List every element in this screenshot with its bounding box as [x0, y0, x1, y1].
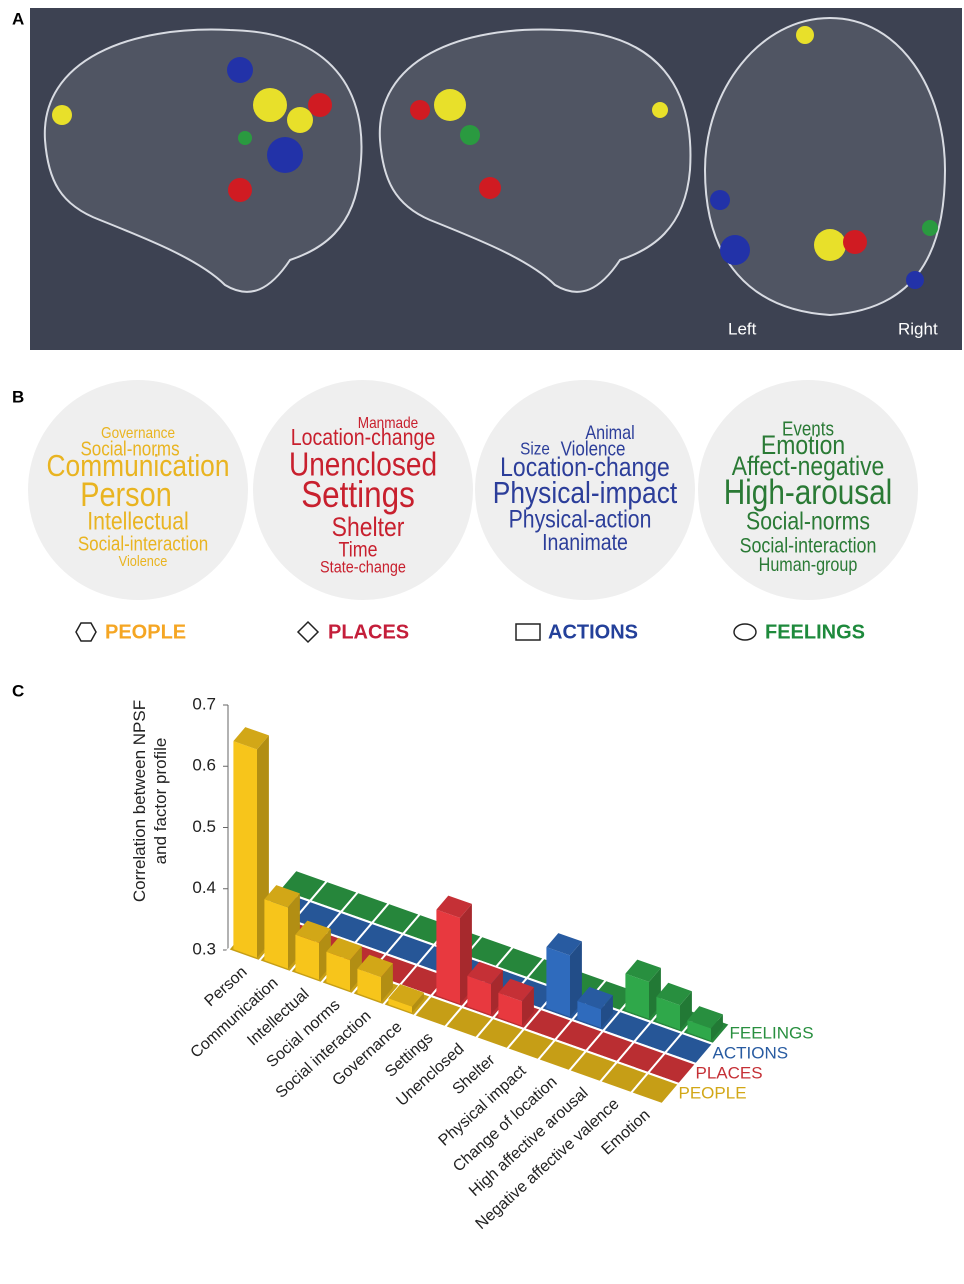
blob	[410, 100, 430, 120]
cloud-word: Violence	[119, 552, 168, 569]
blob	[479, 177, 501, 199]
diamond-icon	[298, 622, 318, 642]
cloud-word: Human-group	[759, 554, 858, 576]
blob	[227, 57, 253, 83]
cloud-word: Inanimate	[542, 530, 628, 556]
bar-front	[546, 947, 570, 1017]
blob	[720, 235, 750, 265]
blob	[434, 89, 466, 121]
brain-right-label: Right	[898, 319, 938, 338]
series-label: PLACES	[696, 1063, 763, 1082]
blob	[228, 178, 252, 202]
factor-label: ACTIONS	[548, 621, 638, 643]
cloud-word: Social-norms	[746, 507, 870, 535]
blob	[906, 271, 924, 289]
bar-front	[264, 899, 288, 969]
blob	[814, 229, 846, 261]
blob	[253, 88, 287, 122]
figure: Left Right A B C GovernanceSocial-normsC…	[0, 0, 964, 1284]
blob	[796, 26, 814, 44]
series-label: ACTIONS	[713, 1043, 789, 1062]
rectangle-icon	[516, 624, 540, 640]
blob	[287, 107, 313, 133]
y-tick-label: 0.4	[192, 878, 216, 897]
blob	[652, 102, 668, 118]
y-axis-title: Correlation between NPSF and factor prof…	[129, 696, 171, 906]
panel-label: B	[12, 387, 24, 406]
y-tick-label: 0.6	[192, 756, 216, 775]
factor-label: FEELINGS	[765, 621, 865, 643]
bar-front	[436, 910, 460, 1004]
factor-label: PEOPLE	[105, 621, 186, 643]
cloud-word: Intellectual	[87, 507, 189, 535]
blob	[238, 131, 252, 145]
series-label: FEELINGS	[730, 1023, 814, 1042]
blob	[52, 105, 72, 125]
blob	[460, 125, 480, 145]
y-tick-label: 0.7	[192, 694, 216, 713]
hexagon-icon	[76, 623, 96, 641]
figure-canvas: Left Right A B C GovernanceSocial-normsC…	[0, 0, 964, 1284]
panel-label: C	[12, 681, 24, 700]
factor-label: PLACES	[328, 621, 409, 643]
blob	[843, 230, 867, 254]
blob	[308, 93, 332, 117]
series-label: PEOPLE	[679, 1083, 747, 1102]
cloud-word: High-arousal	[724, 473, 893, 512]
ellipse-icon	[734, 624, 756, 640]
bar-front	[233, 741, 257, 958]
blob	[267, 137, 303, 173]
blob	[922, 220, 938, 236]
blob	[710, 190, 730, 210]
brain-left-label: Left	[728, 319, 757, 338]
cloud-word: State-change	[320, 558, 406, 576]
y-tick-label: 0.3	[192, 939, 216, 958]
y-tick-label: 0.5	[192, 817, 216, 836]
panel-label: A	[12, 9, 24, 28]
cloud-word: Settings	[301, 474, 415, 515]
